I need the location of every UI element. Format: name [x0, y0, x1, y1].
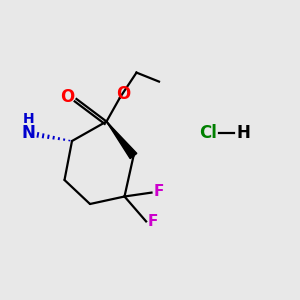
Text: F: F	[148, 214, 158, 230]
Text: N: N	[22, 124, 35, 142]
Text: F: F	[154, 184, 164, 199]
Text: Cl: Cl	[200, 124, 217, 142]
Text: O: O	[60, 88, 75, 106]
Text: H: H	[23, 112, 34, 126]
Text: O: O	[116, 85, 130, 103]
Polygon shape	[106, 122, 137, 159]
Text: H: H	[236, 124, 250, 142]
